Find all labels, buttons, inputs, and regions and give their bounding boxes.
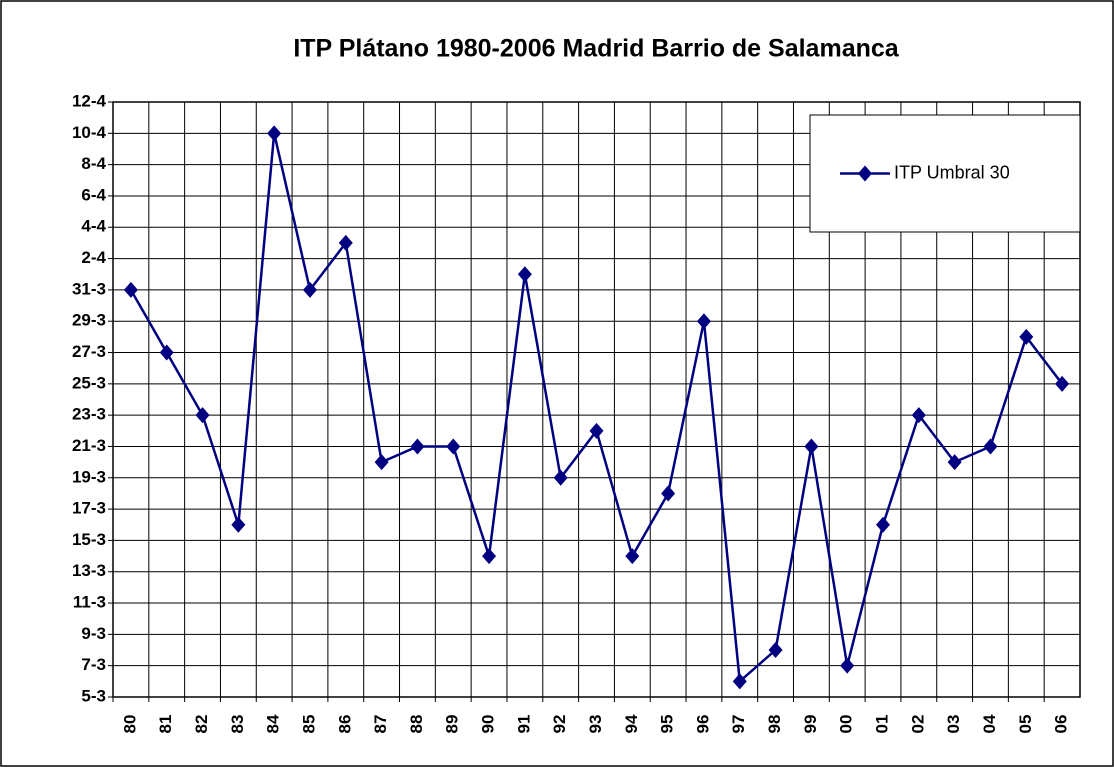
data-point	[804, 438, 819, 455]
data-point	[195, 407, 210, 424]
legend-label: ITP Umbral 30	[894, 162, 1010, 182]
data-point	[123, 281, 138, 298]
data-point	[553, 469, 568, 486]
data-point	[589, 422, 604, 439]
data-point	[410, 438, 425, 455]
x-tick-label: 88	[407, 715, 426, 734]
x-tick-label: 85	[299, 715, 318, 734]
x-tick-label: 00	[837, 715, 856, 734]
x-tick-label: 98	[765, 715, 784, 734]
x-tick-label: 93	[586, 715, 605, 734]
data-point	[876, 516, 891, 533]
y-tick-label: 12-4	[72, 91, 107, 110]
data-point	[911, 407, 926, 424]
data-point	[732, 673, 747, 690]
x-tick-label: 82	[192, 715, 211, 734]
y-tick-label: 21-3	[72, 436, 106, 455]
data-point	[159, 344, 174, 361]
x-tick-label: 86	[335, 715, 354, 734]
x-tick-label: 06	[1052, 715, 1071, 734]
y-tick-label: 25-3	[72, 373, 106, 392]
x-tick-label: 81	[156, 715, 175, 734]
data-point	[482, 548, 497, 565]
x-tick-label: 97	[729, 715, 748, 734]
x-tick-label: 01	[873, 715, 892, 734]
x-tick-label: 05	[1016, 715, 1035, 734]
chart-title: ITP Plátano 1980-2006 Madrid Barrio de S…	[293, 35, 899, 63]
data-point	[446, 438, 461, 455]
data-point	[947, 454, 962, 471]
x-tick-label: 84	[264, 714, 283, 733]
x-tick-label: 03	[944, 715, 963, 734]
data-point	[1019, 328, 1034, 345]
x-tick-label: 02	[908, 715, 927, 734]
data-point	[302, 281, 317, 298]
y-tick-label: 29-3	[72, 311, 106, 330]
y-tick-label: 5-3	[81, 686, 106, 705]
x-tick-label: 95	[658, 715, 677, 734]
x-tick-label: 04	[980, 714, 999, 733]
data-point	[231, 516, 246, 533]
x-tick-label: 94	[622, 714, 641, 733]
y-tick-label: 4-4	[81, 217, 106, 236]
y-tick-label: 31-3	[72, 279, 106, 298]
y-tick-label: 23-3	[72, 405, 106, 424]
x-tick-label: 80	[120, 715, 139, 734]
y-tick-label: 10-4	[72, 123, 107, 142]
x-tick-label: 89	[443, 715, 462, 734]
data-point	[840, 657, 855, 674]
y-tick-label: 2-4	[81, 248, 106, 267]
y-tick-label: 15-3	[72, 530, 106, 549]
y-tick-label: 7-3	[81, 655, 106, 674]
x-tick-label: 96	[693, 715, 712, 734]
x-tick-label: 91	[514, 715, 533, 734]
x-tick-label: 92	[550, 715, 569, 734]
data-point	[983, 438, 998, 455]
x-tick-label: 99	[801, 715, 820, 734]
data-point	[267, 125, 282, 142]
y-tick-label: 6-4	[81, 185, 106, 204]
y-tick-label: 11-3	[73, 593, 106, 612]
y-tick-label: 27-3	[72, 342, 106, 361]
data-point	[661, 485, 676, 502]
data-point	[374, 454, 389, 471]
x-tick-label: 90	[479, 715, 498, 734]
y-tick-label: 9-3	[81, 624, 106, 643]
y-tick-label: 17-3	[72, 499, 106, 518]
data-point	[338, 234, 353, 251]
legend-marker	[858, 165, 872, 182]
y-tick-label: 13-3	[72, 561, 106, 580]
plot-border	[112, 101, 1081, 698]
x-tick-label: 87	[371, 715, 390, 734]
y-tick-label: 19-3	[72, 467, 106, 486]
data-point	[696, 313, 711, 330]
data-point	[768, 642, 783, 659]
data-point	[625, 548, 640, 565]
data-point	[1055, 375, 1070, 392]
y-tick-label: 8-4	[81, 154, 106, 173]
data-point	[517, 266, 532, 283]
x-tick-label: 83	[228, 715, 247, 734]
